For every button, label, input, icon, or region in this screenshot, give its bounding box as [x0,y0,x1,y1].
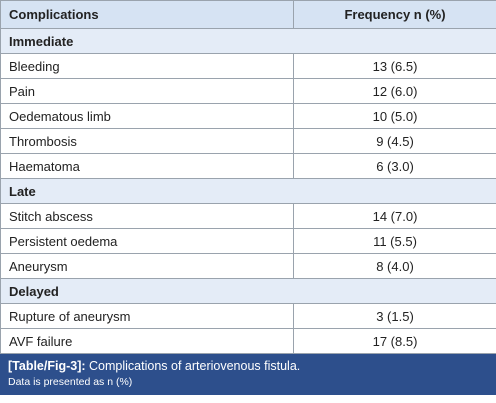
frequency: 17 (8.5) [293,328,496,354]
complication: Rupture of aneurysm [0,303,294,329]
data-row: Stitch abscess 14 (7.0) [0,203,496,229]
frequency: 14 (7.0) [293,203,496,229]
frequency: 13 (6.5) [293,53,496,79]
caption: [Table/Fig-3]: Complications of arteriov… [0,354,496,395]
complication: AVF failure [0,328,294,354]
section-title: Late [0,178,496,204]
data-row: Aneurysm 8 (4.0) [0,253,496,279]
section-row: Late [0,178,496,204]
complication: Oedematous limb [0,103,294,129]
data-row: AVF failure 17 (8.5) [0,328,496,354]
section-row: Delayed [0,278,496,304]
frequency: 11 (5.5) [293,228,496,254]
complication: Aneurysm [0,253,294,279]
data-row: Haematoma 6 (3.0) [0,153,496,179]
frequency: 10 (5.0) [293,103,496,129]
frequency: 9 (4.5) [293,128,496,154]
data-row: Thrombosis 9 (4.5) [0,128,496,154]
complication: Bleeding [0,53,294,79]
frequency: 12 (6.0) [293,78,496,104]
data-row: Persistent oedema 11 (5.5) [0,228,496,254]
data-row: Rupture of aneurysm 3 (1.5) [0,303,496,329]
complication: Thrombosis [0,128,294,154]
data-row: Oedematous limb 10 (5.0) [0,103,496,129]
complication: Haematoma [0,153,294,179]
section-title: Immediate [0,28,496,54]
column-header: Frequency n (%) [293,0,496,29]
table-body: Immediate Bleeding 13 (6.5) Pain 12 (6.0) Oed… [0,28,496,354]
header-row: Complications Frequency n (%) [0,0,496,29]
caption-text: Complications of arteriovenous fistula. [89,359,301,373]
caption-note: Data is presented as n (%) [8,376,133,388]
data-row: Bleeding 13 (6.5) [0,53,496,79]
complication: Persistent oedema [0,228,294,254]
complications-table: Complications Frequency n (%) Immediate B… [0,0,496,354]
frequency: 6 (3.0) [293,153,496,179]
data-row: Pain 12 (6.0) [0,78,496,104]
frequency: 3 (1.5) [293,303,496,329]
caption-label: [Table/Fig-3]: [8,359,86,373]
complication: Stitch abscess [0,203,294,229]
frequency: 8 (4.0) [293,253,496,279]
section-row: Immediate [0,28,496,54]
column-header: Complications [0,0,294,29]
complication: Pain [0,78,294,104]
section-title: Delayed [0,278,496,304]
